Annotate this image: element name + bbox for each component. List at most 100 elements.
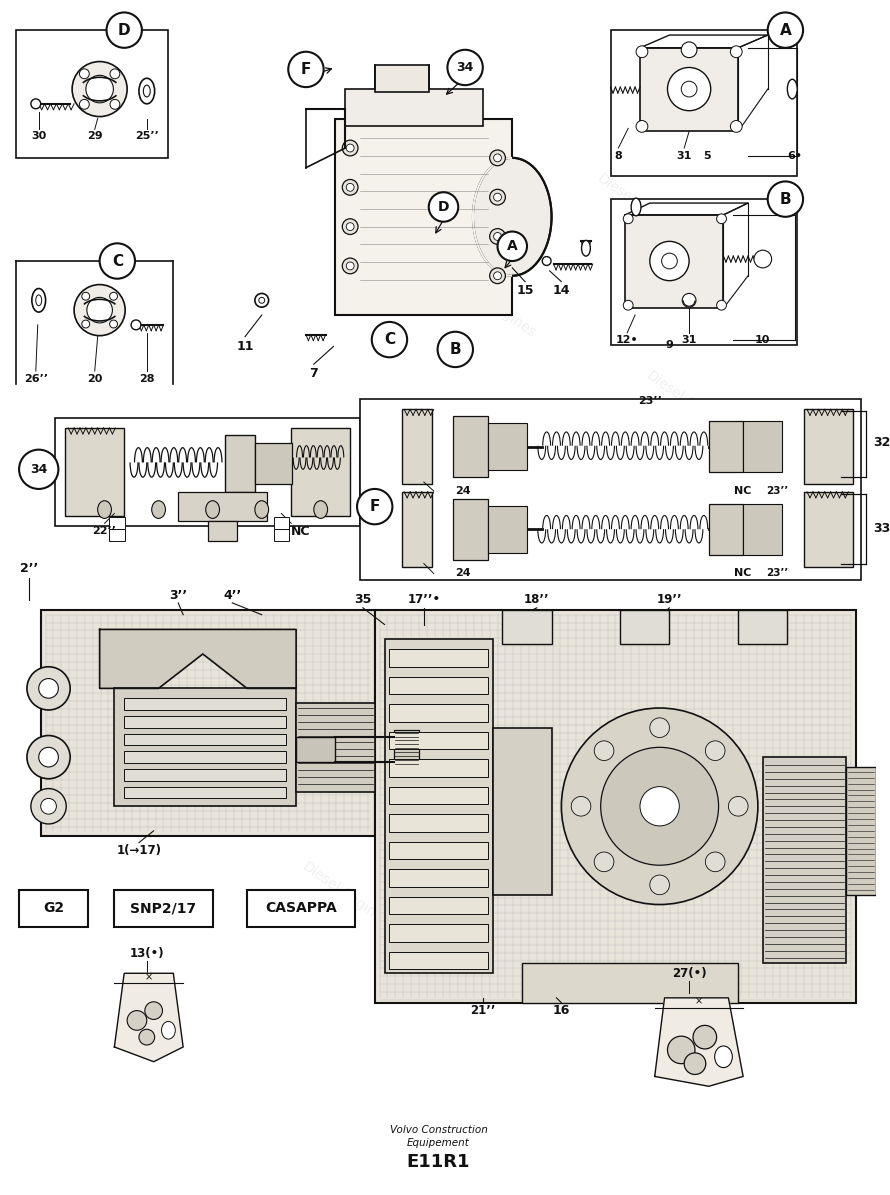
Circle shape <box>343 179 358 195</box>
Circle shape <box>490 228 506 244</box>
Circle shape <box>346 145 354 152</box>
Text: 22’’: 22’’ <box>93 526 117 537</box>
Text: Diesel-Engines: Diesel-Engines <box>103 712 195 783</box>
Ellipse shape <box>143 85 150 97</box>
Bar <box>611 30 797 176</box>
Bar <box>125 734 287 746</box>
Ellipse shape <box>788 79 797 99</box>
Circle shape <box>650 241 689 281</box>
Circle shape <box>562 707 758 905</box>
Bar <box>804 410 854 484</box>
Circle shape <box>731 45 742 57</box>
Text: 24: 24 <box>456 486 471 496</box>
Circle shape <box>636 45 648 57</box>
Bar <box>65 428 125 516</box>
Bar <box>492 728 552 895</box>
Text: 25’’: 25’’ <box>135 131 158 141</box>
Bar <box>273 517 289 529</box>
Circle shape <box>571 796 591 816</box>
Text: 13(•): 13(•) <box>129 948 164 960</box>
Circle shape <box>768 12 803 48</box>
Circle shape <box>19 449 59 489</box>
Circle shape <box>27 667 70 710</box>
Circle shape <box>601 747 718 865</box>
Bar <box>390 841 488 859</box>
Text: 26’’: 26’’ <box>24 374 48 384</box>
Ellipse shape <box>581 240 590 256</box>
Bar <box>296 737 336 762</box>
Bar <box>390 786 488 804</box>
Text: 31: 31 <box>676 151 692 161</box>
Bar <box>19 890 88 927</box>
Circle shape <box>448 50 482 85</box>
Text: 20: 20 <box>87 374 102 384</box>
Bar <box>453 416 488 477</box>
Circle shape <box>82 293 90 300</box>
Bar <box>390 676 488 694</box>
Text: Diesel-Engines: Diesel-Engines <box>564 712 656 783</box>
Ellipse shape <box>542 257 551 265</box>
Bar <box>488 505 527 553</box>
Bar <box>488 423 527 471</box>
Text: F: F <box>369 500 380 514</box>
Bar <box>402 492 432 566</box>
Circle shape <box>490 151 506 166</box>
Circle shape <box>490 189 506 206</box>
Text: NC: NC <box>734 569 752 578</box>
Text: 17’’•: 17’’• <box>408 594 441 606</box>
Bar <box>225 435 255 492</box>
Polygon shape <box>115 973 183 1061</box>
Circle shape <box>623 300 633 311</box>
Bar <box>390 951 488 969</box>
Bar <box>390 759 488 777</box>
Bar <box>453 498 488 559</box>
Circle shape <box>668 67 711 111</box>
Bar <box>291 428 350 516</box>
Circle shape <box>131 320 141 330</box>
Bar <box>384 639 492 973</box>
Ellipse shape <box>206 501 220 519</box>
Circle shape <box>438 332 473 367</box>
Text: ×: × <box>145 973 153 982</box>
Bar <box>640 48 738 131</box>
Bar <box>247 890 355 927</box>
Circle shape <box>494 154 501 161</box>
Circle shape <box>640 786 679 826</box>
Text: G2: G2 <box>43 901 64 915</box>
Bar <box>390 704 488 722</box>
Ellipse shape <box>715 1046 732 1067</box>
Text: 18’’: 18’’ <box>524 594 550 606</box>
Circle shape <box>343 219 358 234</box>
Circle shape <box>109 293 117 300</box>
Text: 9: 9 <box>666 339 674 349</box>
Text: 12•: 12• <box>616 335 638 344</box>
Circle shape <box>346 222 354 231</box>
Ellipse shape <box>255 501 269 519</box>
Text: Diesel-Engines: Diesel-Engines <box>643 368 735 439</box>
Circle shape <box>109 320 117 327</box>
Bar <box>255 443 292 484</box>
Text: Volvo Construction: Volvo Construction <box>390 1126 488 1135</box>
Ellipse shape <box>255 294 269 307</box>
Text: 15: 15 <box>516 284 534 298</box>
Ellipse shape <box>98 501 111 519</box>
Circle shape <box>731 121 742 133</box>
Bar <box>125 786 287 798</box>
Circle shape <box>27 736 70 779</box>
Text: C: C <box>384 332 395 347</box>
Text: 23’’: 23’’ <box>638 396 662 405</box>
Text: CASAPPA: CASAPPA <box>265 901 337 915</box>
Bar <box>804 492 854 566</box>
Ellipse shape <box>151 501 166 519</box>
Circle shape <box>681 81 697 97</box>
Bar <box>390 649 488 667</box>
Circle shape <box>107 12 142 48</box>
Circle shape <box>668 1036 695 1064</box>
Bar <box>41 609 375 835</box>
Text: 24: 24 <box>456 569 471 578</box>
Circle shape <box>650 718 669 737</box>
Circle shape <box>79 69 89 79</box>
Text: SNP2/17: SNP2/17 <box>131 901 197 915</box>
Bar <box>390 814 488 832</box>
Bar <box>390 896 488 914</box>
